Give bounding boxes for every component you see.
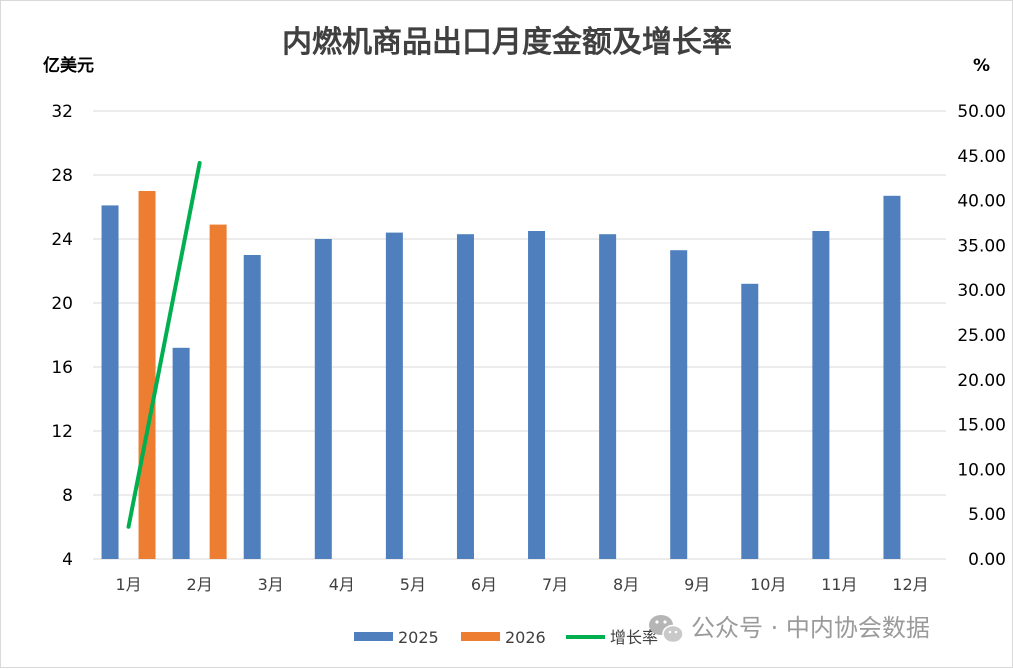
legend-swatch-2025: [354, 632, 393, 641]
y-right-tick-label: 25.00: [957, 326, 1006, 346]
bar-2026-2月: [209, 224, 227, 559]
bar-2025-12月: [883, 195, 901, 560]
x-tick-label: 4月: [329, 575, 355, 594]
y-right-tick-label: 0.00: [968, 550, 1006, 570]
y-right-tick-label: 45.00: [957, 147, 1006, 167]
y-right-tick-label: 15.00: [957, 416, 1006, 436]
line-series-增长率: [126, 160, 202, 529]
watermark: 公众号 · 中内协会数据: [649, 614, 930, 644]
y-left-tick-label: 8: [62, 486, 73, 506]
x-axis: 1月 2月 3月 4月 5月 6月 7月 8月 9月 10月 11月 12月: [115, 575, 928, 594]
watermark-text: 公众号 · 中内协会数据: [691, 614, 930, 642]
bar-2025-4月: [314, 239, 332, 559]
y-left-tick-label: 28: [51, 166, 73, 186]
x-tick-label: 8月: [613, 575, 639, 594]
y-right-tick-label: 5.00: [968, 505, 1006, 525]
legend-label: 增长率: [610, 628, 658, 647]
bar-2025-10月: [741, 283, 759, 559]
y-right-tick-label: 10.00: [957, 460, 1006, 480]
x-tick-label: 10月: [750, 575, 786, 594]
legend-label: 2025: [398, 628, 439, 647]
y-left-tick-label: 16: [51, 358, 73, 378]
x-tick-label: 3月: [258, 575, 284, 594]
chart-title: 内燃机商品出口月度金额及增长率: [282, 25, 732, 60]
y-left-tick-label: 32: [51, 102, 73, 122]
bar-2025-6月: [456, 234, 474, 559]
y-left-tick-label: 4: [62, 550, 73, 570]
x-tick-label: 9月: [684, 575, 710, 594]
bar-2025-8月: [599, 234, 617, 559]
y-right-tick-label: 50.00: [957, 102, 1006, 122]
bar-2026-1月: [138, 191, 156, 559]
x-tick-label: 5月: [400, 575, 426, 594]
y-right-tick-label: 30.00: [957, 281, 1006, 301]
bar-2025-2月: [172, 347, 190, 559]
line-layer: [126, 160, 202, 529]
legend-swatch-2026: [461, 632, 500, 641]
bar-2025-3月: [243, 255, 261, 559]
y-right-axis: 0.00 5.00 10.00 15.00 20.00 25.00 30.00 35.00 40…: [957, 102, 1006, 570]
bar-2025-11月: [812, 231, 830, 559]
bar-2025-5月: [385, 232, 403, 559]
y-right-tick-label: 40.00: [957, 192, 1006, 212]
x-tick-label: 1月: [115, 575, 141, 594]
x-tick-label: 12月: [892, 575, 928, 594]
wechat-icon: [649, 615, 684, 644]
bars-layer: [101, 191, 901, 560]
y-left-tick-label: 24: [51, 230, 73, 250]
x-tick-label: 7月: [542, 575, 568, 594]
bar-2025-7月: [528, 231, 546, 559]
legend-label: 2026: [505, 628, 546, 647]
y-left-axis: 4 8 12 16 20 24 28 32: [51, 102, 73, 570]
legend: 2025 2026 增长率: [354, 628, 658, 647]
bar-2025-1月: [101, 205, 119, 559]
y-left-tick-label: 20: [51, 294, 73, 314]
bar-2025-9月: [670, 250, 688, 559]
y-right-unit: %: [973, 56, 990, 76]
y-right-tick-label: 20.00: [957, 371, 1006, 391]
x-tick-label: 11月: [821, 575, 857, 594]
gridlines: [93, 110, 946, 560]
x-tick-label: 6月: [471, 575, 497, 594]
y-left-tick-label: 12: [51, 422, 73, 442]
y-left-unit: 亿美元: [43, 55, 94, 76]
y-right-tick-label: 35.00: [957, 236, 1006, 256]
x-tick-label: 2月: [187, 575, 213, 594]
